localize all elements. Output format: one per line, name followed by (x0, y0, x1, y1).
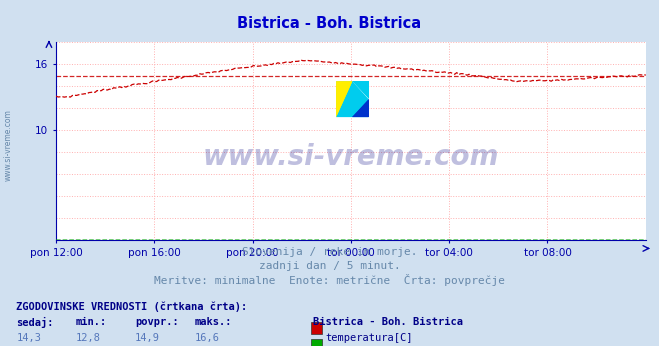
Text: sedaj:: sedaj: (16, 317, 54, 328)
Text: www.si-vreme.com: www.si-vreme.com (3, 109, 13, 181)
Polygon shape (336, 81, 368, 117)
Polygon shape (336, 81, 353, 117)
Text: Bistrica - Boh. Bistrica: Bistrica - Boh. Bistrica (313, 317, 463, 327)
Text: 14,9: 14,9 (135, 333, 160, 343)
Text: povpr.:: povpr.: (135, 317, 179, 327)
Text: temperatura[C]: temperatura[C] (326, 333, 413, 343)
Text: www.si-vreme.com: www.si-vreme.com (203, 143, 499, 171)
Text: min.:: min.: (76, 317, 107, 327)
Text: zadnji dan / 5 minut.: zadnji dan / 5 minut. (258, 261, 401, 271)
Text: 14,3: 14,3 (16, 333, 42, 343)
Polygon shape (336, 81, 353, 117)
Text: maks.:: maks.: (194, 317, 232, 327)
Text: Bistrica - Boh. Bistrica: Bistrica - Boh. Bistrica (237, 16, 422, 30)
Text: ZGODOVINSKE VREDNOSTI (črtkana črta):: ZGODOVINSKE VREDNOSTI (črtkana črta): (16, 301, 248, 311)
Polygon shape (353, 99, 368, 117)
Text: 16,6: 16,6 (194, 333, 219, 343)
Polygon shape (353, 81, 368, 99)
Text: 12,8: 12,8 (76, 333, 101, 343)
Text: Meritve: minimalne  Enote: metrične  Črta: povprečje: Meritve: minimalne Enote: metrične Črta:… (154, 274, 505, 286)
Text: Slovenija / reke in morje.: Slovenija / reke in morje. (242, 247, 417, 257)
Polygon shape (353, 99, 368, 117)
